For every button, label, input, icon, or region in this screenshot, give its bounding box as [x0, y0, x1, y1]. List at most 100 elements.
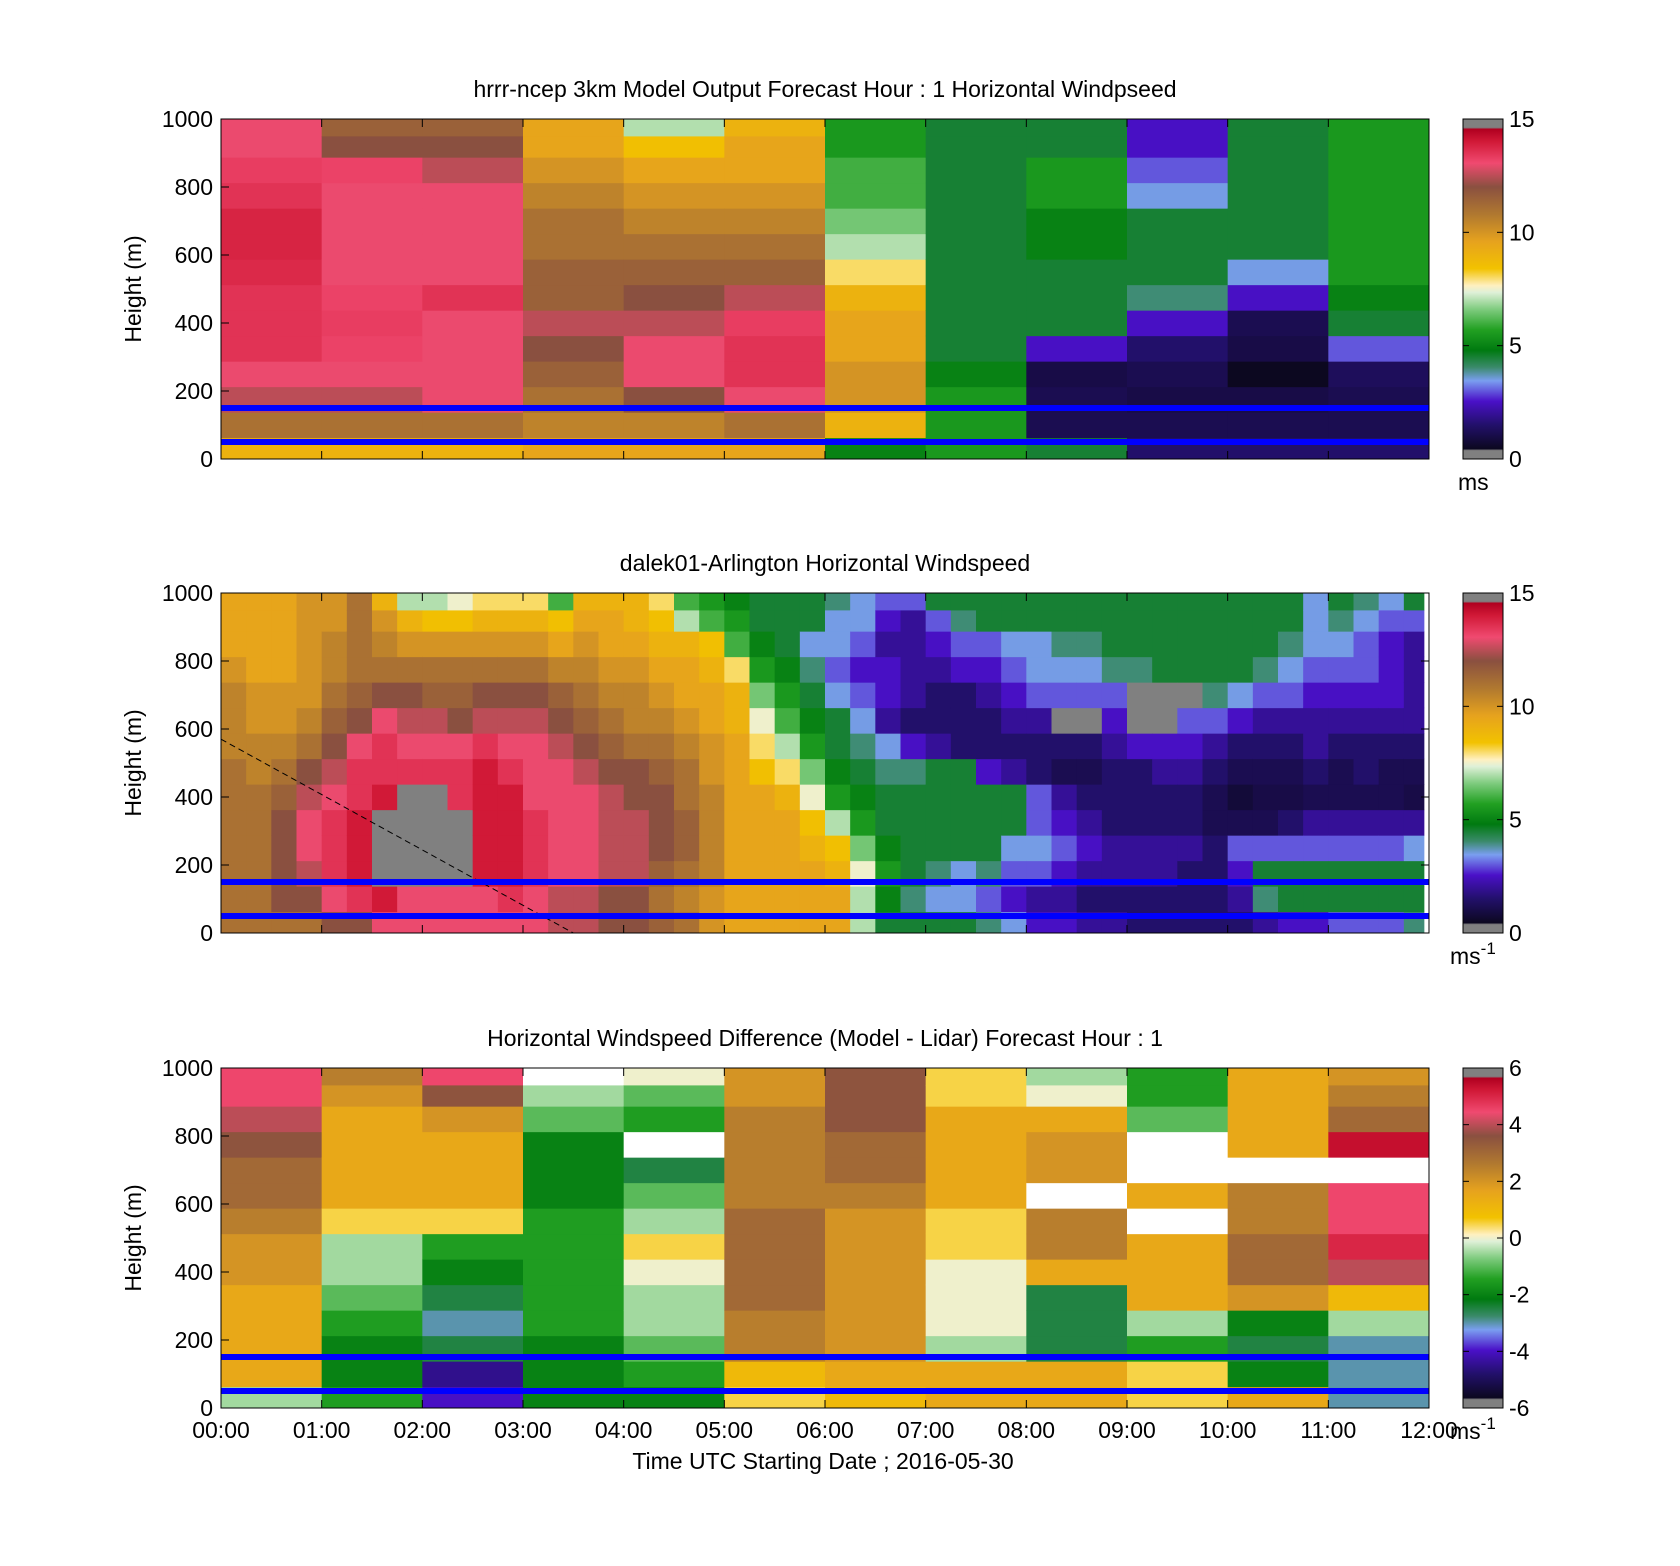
heatmap-cell [699, 886, 725, 913]
heatmap-cell [724, 1233, 826, 1260]
heatmap-cell [724, 758, 750, 785]
heatmap-cell [1227, 310, 1329, 337]
heatmap-cell [221, 682, 247, 709]
heatmap-cell [875, 707, 901, 734]
heatmap-cell [523, 136, 625, 158]
heatmap-cell [397, 682, 423, 709]
heatmap-cell [623, 1157, 725, 1184]
heatmap-cell [321, 335, 423, 362]
heatmap-cell [825, 335, 927, 362]
heatmap-cell [447, 733, 474, 760]
heatmap-cell [523, 182, 625, 209]
heatmap-cell [1227, 682, 1254, 709]
heatmap-cell [1328, 682, 1354, 709]
heatmap-cell [1378, 835, 1405, 862]
heatmap-cell [648, 656, 675, 683]
heatmap-cell [1278, 886, 1304, 913]
heatmap-cell [1051, 835, 1078, 862]
heatmap-cell [976, 886, 1002, 913]
heatmap-cell [623, 335, 725, 362]
heatmap-cell [246, 707, 272, 734]
heatmap-cell [1328, 835, 1354, 862]
heatmap-cell [1127, 136, 1229, 158]
x-axis-label: Time UTC Starting Date ; 2016-05-30 [632, 1448, 1013, 1474]
heatmap-cell [724, 835, 750, 862]
heatmap-cell [825, 1208, 927, 1235]
heatmap-cell [674, 631, 700, 658]
heatmap-cell [1227, 1106, 1329, 1133]
heatmap-cell [1127, 1284, 1229, 1311]
heatmap-cell [1328, 284, 1430, 311]
heatmap-cell [548, 886, 574, 913]
heatmap-cell [774, 809, 801, 836]
heatmap-cell [875, 682, 901, 709]
colorbar-unit-superscript: -1 [1481, 939, 1496, 958]
heatmap-cell [875, 758, 901, 785]
heatmap-cell [422, 208, 524, 235]
heatmap-cell [724, 809, 750, 836]
heatmap-cell [976, 593, 1002, 611]
heatmap-cell [825, 412, 927, 439]
heatmap-cell [1051, 682, 1078, 709]
heatmap-cell [221, 310, 323, 337]
heatmap-cell [321, 593, 348, 611]
heatmap-cell [1127, 361, 1229, 388]
heatmap-cell [1051, 758, 1078, 785]
heatmap-cell [749, 733, 776, 760]
heatmap-cell [674, 733, 700, 760]
heatmap-cell [422, 233, 524, 260]
heatmap-cell [548, 707, 574, 734]
heatmap-cell [950, 733, 977, 760]
heatmap-cell [1403, 707, 1425, 734]
heatmap-cell [321, 361, 423, 388]
heatmap-cell [1177, 656, 1203, 683]
heatmap-cell [246, 656, 272, 683]
heatmap-cell [799, 733, 826, 760]
heatmap-cell [321, 1106, 423, 1133]
heatmap-cell [648, 886, 675, 913]
y-tick-label: 200 [175, 1327, 213, 1353]
heatmap-cell [900, 835, 927, 862]
heatmap-cell [422, 593, 448, 611]
heatmap-cell [321, 1208, 423, 1235]
heatmap-cell [825, 758, 851, 785]
heatmap-cell [1001, 631, 1027, 658]
heatmap-cell [1202, 656, 1229, 683]
heatmap-cell [648, 593, 675, 611]
heatmap-cell [523, 1284, 625, 1311]
heatmap-cell [1127, 682, 1153, 709]
x-tick-label: 09:00 [1098, 1417, 1156, 1443]
heatmap-cell [1076, 682, 1103, 709]
heatmap-cell [422, 136, 524, 158]
heatmap-cell [1152, 682, 1178, 709]
heatmap-cell [1227, 335, 1329, 362]
heatmap-cell [296, 707, 323, 734]
heatmap-cell [623, 656, 650, 683]
heatmap-cell [1252, 733, 1279, 760]
heatmap-cell [1076, 707, 1103, 734]
heatmap-cell [1252, 784, 1279, 811]
heatmap-cell [925, 208, 1027, 235]
heatmap-cell [372, 631, 398, 658]
heatmap-cell [925, 361, 1027, 388]
heatmap-cell [523, 1131, 625, 1158]
heatmap-cell [447, 835, 474, 862]
heatmap-cell [724, 682, 750, 709]
heatmap-cell [598, 593, 625, 611]
heatmap-cell [774, 631, 801, 658]
heatmap-cell [724, 335, 826, 362]
heatmap-cell [825, 610, 851, 632]
heatmap-cell [1353, 656, 1380, 683]
heatmap-cell [976, 835, 1002, 862]
heatmap-cell [623, 610, 650, 632]
heatmap-cell [1328, 707, 1354, 734]
y-tick-label: 200 [175, 378, 213, 404]
heatmap-cell [1026, 1284, 1128, 1311]
x-tick-label: 10:00 [1199, 1417, 1257, 1443]
heatmap-cell [1353, 593, 1380, 611]
heatmap-cell [221, 1259, 323, 1286]
heatmap-cell [271, 682, 297, 709]
heatmap-cell [900, 707, 927, 734]
heatmap-cell [1403, 631, 1425, 658]
heatmap-cell [422, 682, 448, 709]
